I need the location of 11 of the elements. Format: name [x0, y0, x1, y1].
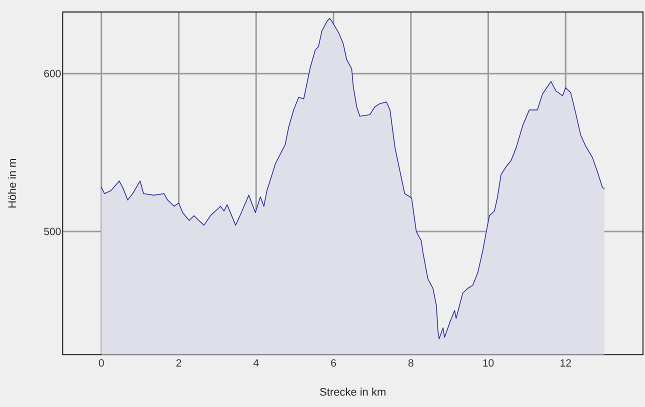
y-tick-label: 600	[44, 70, 61, 78]
x-tick-label: 6	[331, 359, 336, 367]
x-tick-label: 2	[176, 359, 182, 367]
x-tick-label: 4	[253, 359, 259, 366]
y-tick-label: 500	[44, 228, 61, 236]
x-tick-label: 10	[483, 359, 494, 367]
x-tick-label: 0	[98, 359, 104, 367]
x-tick-label: 12	[560, 359, 571, 367]
x-tick-label: 8	[408, 359, 414, 367]
x-axis-title: Strecke in km	[320, 388, 386, 396]
y-axis-title: Höhe in m	[8, 159, 16, 208]
